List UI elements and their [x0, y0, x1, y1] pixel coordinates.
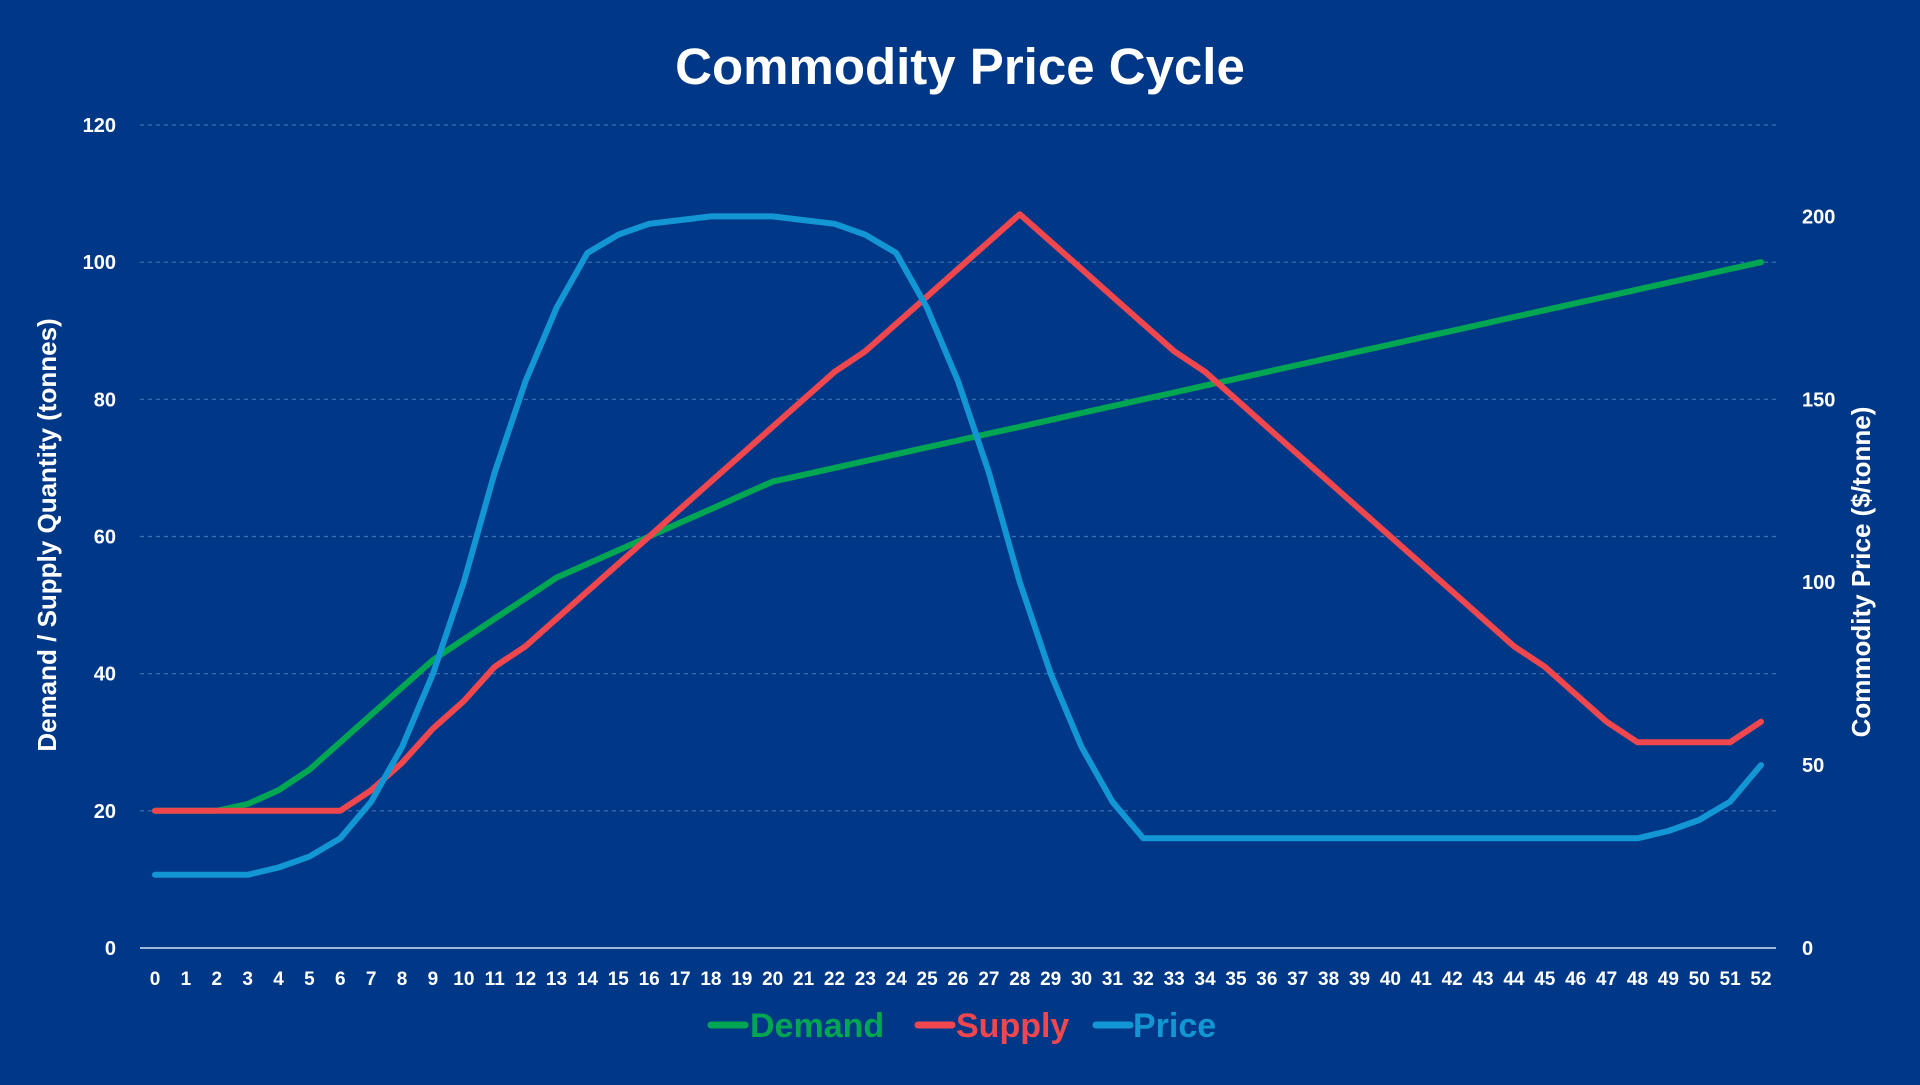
- x-tick-label: 44: [1503, 969, 1525, 990]
- x-tick-label: 46: [1565, 969, 1586, 990]
- x-tick-label: 14: [577, 969, 599, 990]
- x-tick-label: 29: [1040, 969, 1061, 990]
- x-tick-label: 30: [1071, 969, 1092, 990]
- x-tick-label: 20: [762, 969, 783, 990]
- series-line-demand: [152, 259, 1764, 814]
- x-tick-label: 8: [397, 969, 408, 990]
- x-tick-label: 35: [1225, 969, 1247, 990]
- y-axis-label: Demand / Supply Quantity (tonnes): [32, 318, 62, 751]
- x-tick-label: 38: [1318, 969, 1339, 990]
- grid-layer: [140, 124, 1776, 812]
- x-tick-label: 28: [1009, 969, 1030, 990]
- x-tick-label: 31: [1102, 969, 1124, 990]
- x-tick-label: 34: [1195, 969, 1217, 990]
- y-tick-label: 20: [94, 801, 116, 823]
- y-tick-label: 60: [94, 527, 116, 549]
- y-tick-label: 0: [105, 938, 116, 960]
- y2-axis-label: Commodity Price ($/tonne): [1846, 407, 1876, 738]
- x-tick-label: 10: [453, 969, 474, 990]
- legend-label-price: Price: [1133, 1007, 1216, 1045]
- y-tick-label: 120: [83, 115, 116, 137]
- series-layer: [152, 211, 1764, 878]
- x-tick-label: 16: [639, 969, 660, 990]
- x-tick-label: 37: [1287, 969, 1308, 990]
- x-tick-label: 49: [1658, 969, 1679, 990]
- legend-label-demand: Demand: [750, 1007, 884, 1045]
- x-tick-label: 22: [824, 969, 845, 990]
- x-tick-label: 19: [731, 969, 752, 990]
- x-tick-label: 17: [669, 969, 690, 990]
- series-line-price: [152, 213, 1764, 878]
- x-tick-label: 21: [793, 969, 815, 990]
- x-tick-label: 5: [304, 969, 315, 990]
- legend-label-supply: Supply: [956, 1007, 1069, 1045]
- chart-title: Commodity Price Cycle: [675, 38, 1245, 95]
- y2-tick-label: 0: [1802, 938, 1813, 960]
- x-tick-label: 48: [1627, 969, 1648, 990]
- x-tick-label: 51: [1720, 969, 1742, 990]
- x-tick-label: 18: [700, 969, 721, 990]
- x-tick-label: 25: [917, 969, 939, 990]
- x-tick-label: 1: [181, 969, 192, 990]
- y-tick-label: 40: [94, 664, 116, 686]
- y-tick-label: 100: [83, 252, 116, 274]
- y2-tick-label: 150: [1802, 389, 1835, 411]
- x-tick-label: 47: [1596, 969, 1617, 990]
- x-tick-label: 15: [608, 969, 630, 990]
- x-tick-label: 40: [1380, 969, 1401, 990]
- x-tick-label: 39: [1349, 969, 1370, 990]
- x-tick-label: 7: [366, 969, 377, 990]
- x-tick-label: 33: [1164, 969, 1185, 990]
- x-tick-label: 27: [978, 969, 999, 990]
- x-tick-label: 4: [273, 969, 284, 990]
- x-tick-label: 32: [1133, 969, 1154, 990]
- x-tick-label: 42: [1442, 969, 1463, 990]
- x-tick-label: 3: [242, 969, 253, 990]
- x-tick-label: 41: [1411, 969, 1433, 990]
- x-tick-label: 6: [335, 969, 346, 990]
- x-tick-label: 45: [1534, 969, 1556, 990]
- x-tick-label: 13: [546, 969, 567, 990]
- x-tick-label: 9: [428, 969, 439, 990]
- x-tick-label: 12: [515, 969, 536, 990]
- legend: Demand Supply Price: [707, 1007, 1216, 1045]
- x-tick-label: 26: [947, 969, 968, 990]
- y-tick-label: 80: [94, 389, 116, 411]
- x-tick-label: 43: [1472, 969, 1493, 990]
- series-line-supply: [152, 211, 1764, 814]
- x-tick-label: 24: [886, 969, 908, 990]
- x-tick-label: 52: [1750, 969, 1771, 990]
- x-tick-label: 50: [1689, 969, 1710, 990]
- y2-tick-label: 100: [1802, 572, 1835, 594]
- y2-tick-label: 50: [1802, 755, 1824, 777]
- x-tick-label: 2: [211, 969, 222, 990]
- x-tick-label: 0: [150, 969, 161, 990]
- y2-tick-label: 200: [1802, 206, 1835, 228]
- x-tick-label: 23: [855, 969, 876, 990]
- x-tick-label: 36: [1256, 969, 1277, 990]
- x-tick-label: 11: [485, 969, 506, 990]
